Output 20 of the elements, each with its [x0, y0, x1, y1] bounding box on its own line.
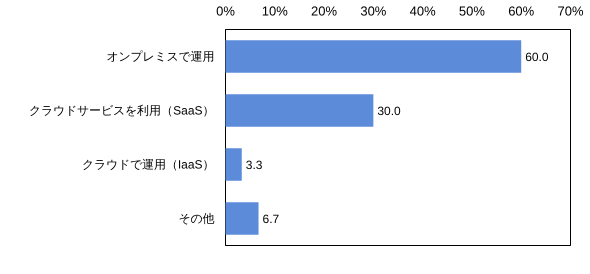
bar: [226, 148, 242, 181]
x-tick-label: 60%: [508, 4, 535, 18]
x-tick-label: 20%: [311, 4, 338, 18]
bar: [226, 40, 522, 73]
x-tick-label: 40%: [410, 4, 436, 18]
x-tick-label: 70%: [557, 4, 584, 18]
x-tick-label: 0%: [216, 4, 236, 18]
data-label: 30.0: [377, 104, 402, 118]
y-tick-label: クラウドサービスを利用（SaaS）: [29, 104, 215, 118]
y-tick-label: オンプレミスで運用: [106, 50, 214, 64]
data-label: 60.0: [525, 50, 549, 64]
y-tick-label: その他: [178, 212, 214, 226]
data-label: 3.3: [246, 158, 263, 172]
y-tick-label: クラウドで運用（IaaS）: [82, 158, 214, 172]
data-label: 6.7: [262, 212, 280, 226]
x-tick-label: 30%: [360, 4, 387, 18]
bar: [226, 202, 259, 235]
x-tick-label: 50%: [458, 4, 486, 18]
x-tick-label: 10%: [262, 4, 288, 18]
bar: [226, 94, 374, 127]
